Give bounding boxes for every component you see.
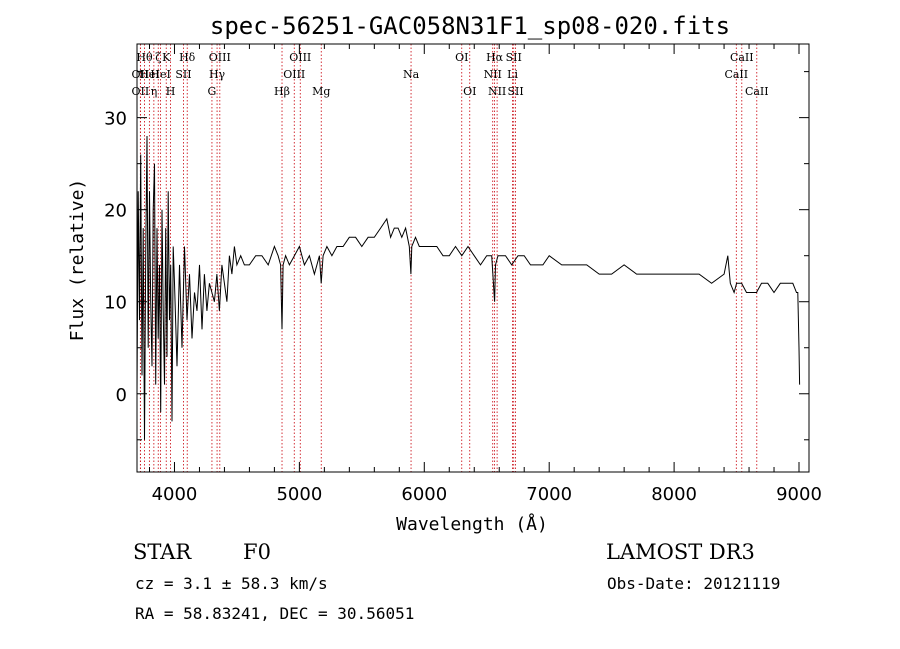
line-marker-label: H xyxy=(166,85,176,98)
line-marker-label: SII xyxy=(175,68,191,81)
line-marker-label: ζ xyxy=(155,51,161,64)
line-marker-label: HeI xyxy=(150,68,170,81)
y-axis: 0 10 20 30 xyxy=(104,71,809,441)
y-axis-label: Flux (relative) xyxy=(67,179,88,342)
x-axis-label: Wavelength (Å) xyxy=(396,513,548,535)
line-marker-label: Hβ xyxy=(274,85,290,98)
y-tick-label: 10 xyxy=(104,293,127,314)
line-marker-label: NII xyxy=(488,85,506,98)
object-subclass: F0 xyxy=(243,540,271,564)
line-markers xyxy=(139,44,758,472)
line-marker-label: OI xyxy=(463,85,476,98)
line-marker-label: HeI xyxy=(139,68,159,81)
x-tick-label: 8000 xyxy=(651,484,697,505)
line-marker-label: Li xyxy=(507,68,518,81)
line-marker-label: OIII xyxy=(283,68,305,81)
line-marker-label: CaII xyxy=(730,51,754,64)
y-tick-label: 30 xyxy=(104,109,127,130)
line-marker-label: Na xyxy=(403,68,420,81)
line-marker-label: Hγ xyxy=(209,68,226,81)
line-marker-label: OI xyxy=(455,51,468,64)
x-tick-label: 5000 xyxy=(276,484,322,505)
y-tick-label: 20 xyxy=(104,201,127,222)
obs-date: Obs-Date: 20121119 xyxy=(607,574,781,593)
x-tick-label: 6000 xyxy=(401,484,447,505)
survey-name: LAMOST DR3 xyxy=(606,540,755,564)
line-marker-label: CaII xyxy=(724,68,748,81)
line-marker-label: OIII xyxy=(209,51,231,64)
line-marker-label: CaII xyxy=(745,85,769,98)
x-tick-label: 9000 xyxy=(776,484,822,505)
redshift-value: cz = 3.1 ± 58.3 km/s xyxy=(135,574,328,593)
spectrum-line xyxy=(136,135,801,440)
line-marker-label: K xyxy=(162,51,171,64)
plot-frame xyxy=(136,43,810,473)
line-marker-label: NII xyxy=(484,68,502,81)
line-marker-label: G xyxy=(208,85,217,98)
object-class: STAR xyxy=(133,540,192,564)
x-axis: 4000 5000 6000 7000 8000 9000 xyxy=(148,44,822,505)
line-marker-label: Hθ xyxy=(136,51,153,64)
line-marker-label: Hδ xyxy=(179,51,196,64)
line-marker-label: Mg xyxy=(312,85,330,98)
line-marker-label: SII xyxy=(506,51,522,64)
x-tick-label: 4000 xyxy=(152,484,198,505)
chart-title: spec-56251-GAC058N31F1_sp08-020.fits xyxy=(210,12,730,40)
line-marker-label: OII xyxy=(132,68,150,81)
line-marker-label: OIII xyxy=(289,51,311,64)
line-marker-label: SII xyxy=(507,85,523,98)
x-tick-label: 7000 xyxy=(526,484,572,505)
line-marker-labels: OIIOIIHθHeIηζHeIKHSIIHδGHγOIIIHβOIIIOIII… xyxy=(132,51,769,98)
y-tick-label: 0 xyxy=(116,385,127,406)
line-marker-label: η xyxy=(151,85,158,98)
line-marker-label: OII xyxy=(132,85,150,98)
line-marker-label: Hα xyxy=(486,51,504,64)
coordinates: RA = 58.83241, DEC = 30.56051 xyxy=(135,604,415,623)
